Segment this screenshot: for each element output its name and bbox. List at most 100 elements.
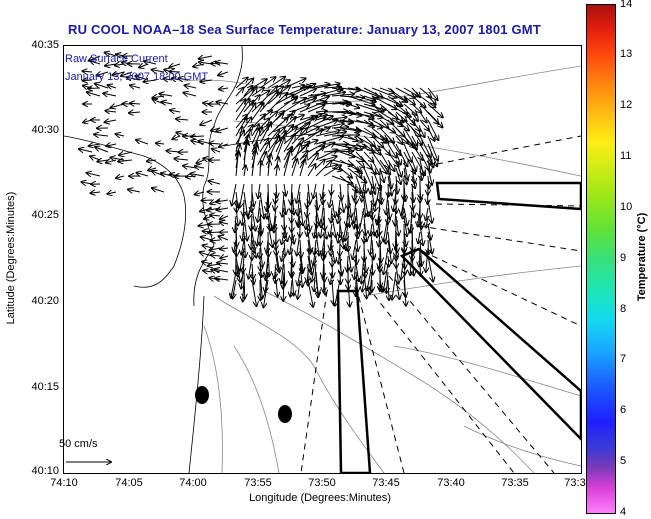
current-vector [388,280,389,300]
current-vector [116,176,124,178]
x-tick-label: 74:10 [34,477,94,489]
current-vector [392,272,396,300]
current-vector [314,224,316,238]
current-vector [252,208,256,231]
current-vector [103,93,116,96]
current-vector [89,144,100,146]
current-vector [148,168,156,170]
current-vector [203,231,212,232]
current-vector [243,280,244,301]
current-vector [208,181,220,184]
current-vector [176,132,188,136]
current-vector [316,150,337,161]
station-marker [195,386,209,404]
current-vector [94,134,108,136]
current-vector [108,85,116,88]
current-vector [260,161,261,176]
current-vector [361,256,364,283]
current-vector [211,255,220,256]
colorbar-tick: 4 [620,506,626,518]
current-vector [211,63,220,64]
current-vector [190,174,204,176]
current-vector [316,120,338,128]
current-vector [412,88,420,97]
current-vector [169,64,180,67]
inset-date: January 13, 2007 18:00 GMT [65,71,208,83]
current-vector [220,222,228,224]
x-tick-label: 74:00 [163,477,223,489]
current-vector [412,104,421,113]
current-vector [372,192,374,206]
current-vector [87,92,100,96]
current-vector [332,176,353,184]
current-vector [284,78,306,88]
current-vector [183,166,196,168]
current-vector [105,120,116,122]
colorbar-tick: 7 [620,353,626,365]
colorbar-tick: 8 [620,303,626,315]
colorbar-tick: 14 [620,0,632,10]
current-vector [276,280,278,297]
current-vector [170,110,180,112]
current-vector [332,135,359,136]
current-vector [428,200,432,223]
station-marker [278,405,292,423]
current-vector [308,140,318,144]
map-canvas [64,46,581,473]
y-tick-label: 40:30 [13,124,59,136]
current-vector [332,127,348,128]
current-vector [200,252,212,256]
current-vector [91,192,101,193]
y-tick-label: 40:35 [13,39,59,51]
current-vector [196,160,204,163]
current-vector [128,190,140,193]
current-vector [284,98,306,112]
current-vector [130,85,140,88]
current-vector [185,85,196,88]
colorbar-tick: 10 [620,201,632,213]
current-vector [420,120,429,131]
current-vector [364,104,386,110]
current-vector [232,184,236,205]
current-vector [199,62,212,64]
current-vector [300,159,305,176]
current-vector [83,120,92,122]
current-vector [90,156,100,160]
current-vector [268,248,269,276]
current-vector [106,144,116,146]
current-vector [208,264,220,266]
current-vector [118,160,132,162]
current-vector [201,237,212,240]
current-vector [340,224,344,249]
current-vector [244,232,245,257]
current-vector [354,256,356,279]
current-vector [308,216,310,231]
current-vector [203,245,212,248]
scale-label: 50 cm/s [59,438,98,450]
current-vector [202,200,213,201]
current-vector [106,111,117,112]
current-vector [208,232,220,233]
temperature-colorbar [586,4,616,514]
current-vector [95,147,108,152]
current-vector [236,89,254,105]
colorbar-tick: 6 [620,404,626,416]
current-vector [212,149,220,152]
current-vector [290,280,292,297]
current-vector [156,143,164,144]
current-vector [316,136,343,144]
current-vector [244,140,246,168]
current-vector [176,119,188,120]
current-vector [324,280,325,295]
current-vector [218,72,228,75]
y-tick-label: 40:20 [13,295,59,307]
current-vector [107,192,116,194]
current-vector [426,248,428,272]
current-vector [340,192,344,212]
current-vector [219,236,229,240]
current-vector [249,256,253,279]
x-tick-label: 74:05 [99,477,159,489]
current-vectors [79,52,443,307]
current-vector [388,112,404,122]
current-vector [356,248,357,264]
